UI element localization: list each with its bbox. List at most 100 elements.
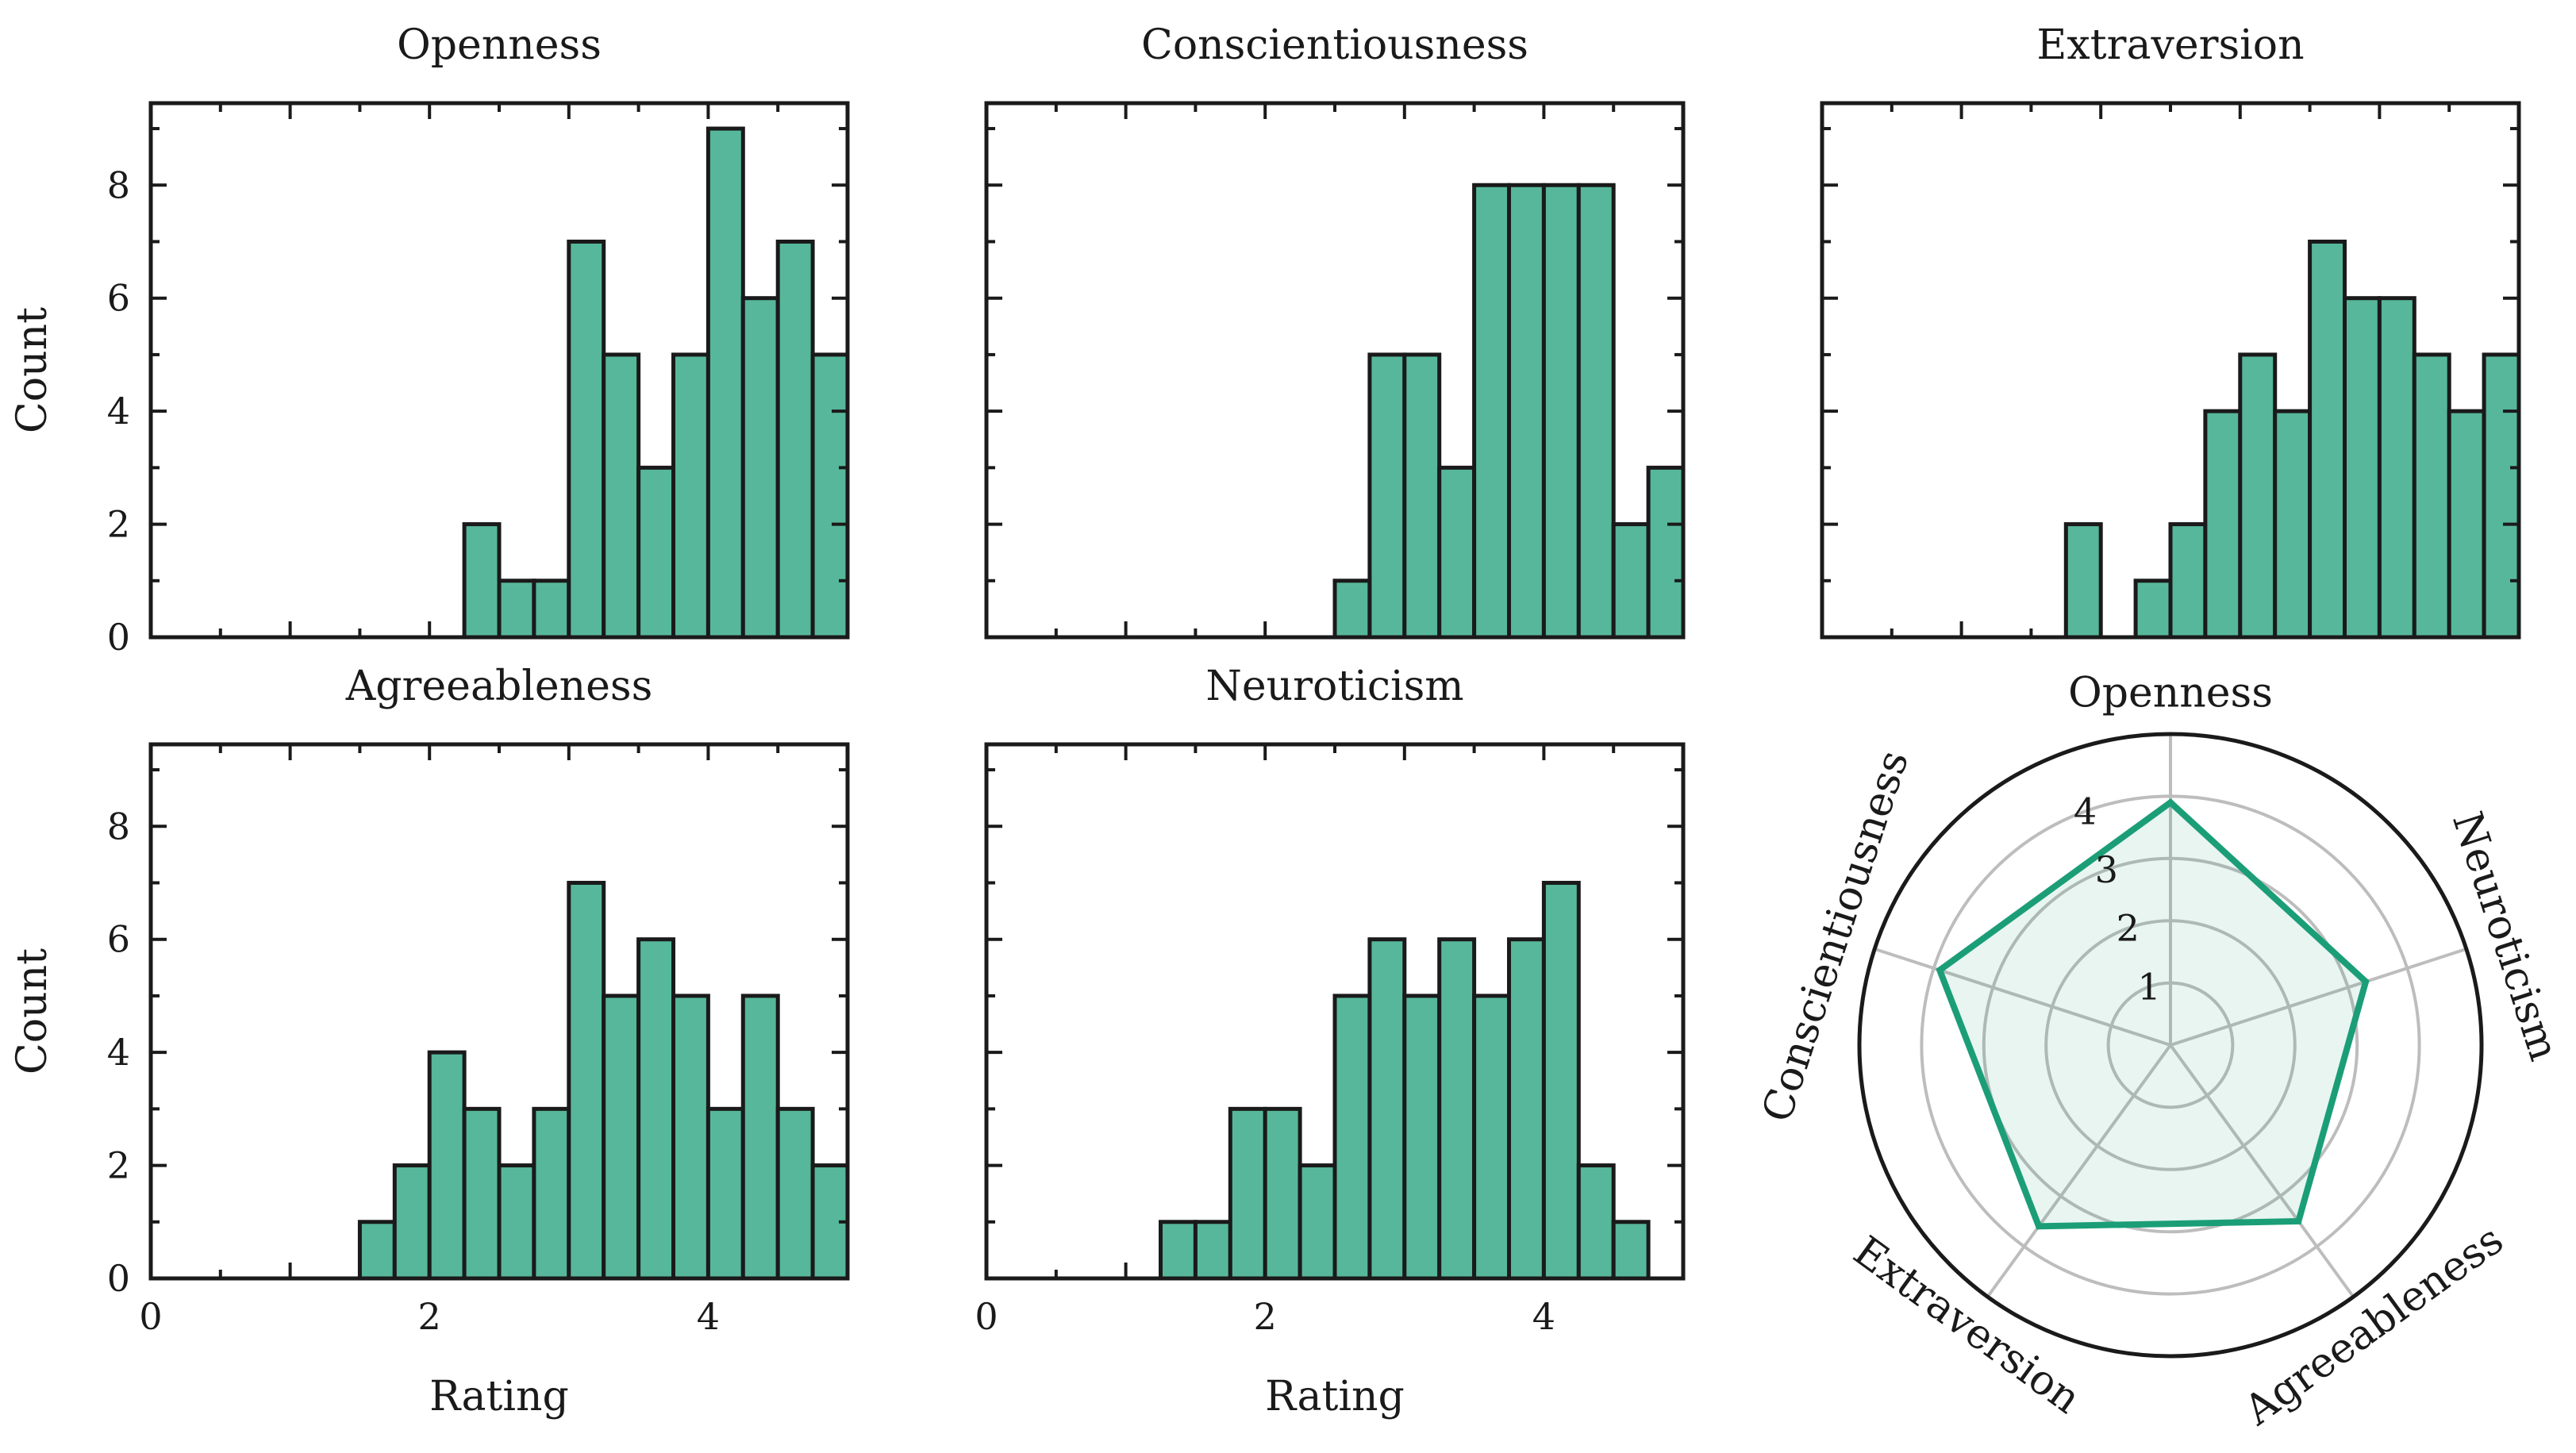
extraversion-histogram: Extraversion [1820,21,2521,640]
histogram-bar [2308,239,2347,640]
histogram-bar [1472,994,1511,1281]
x-axis-label: Rating [1265,1373,1405,1420]
histogram-bar [497,579,536,640]
histogram-bar [1298,1163,1337,1281]
histogram-bar [2447,409,2486,640]
y-tick-label: 0 [107,616,130,659]
histogram-bar [1576,183,1616,640]
y-tick-label: 2 [107,503,130,546]
y-tick-label: 4 [107,1031,130,1074]
y-tick-label: 0 [107,1257,130,1300]
histogram-bar [462,522,502,640]
histogram-bar [1193,1220,1232,1281]
radar-category-label: Extraversion [1844,1228,2089,1424]
histogram-bar [567,239,606,640]
histogram-bar [775,1106,815,1281]
x-tick-label: 4 [1532,1295,1555,1338]
histogram-bar [2343,296,2382,640]
radar-fill-area [1940,802,2366,1227]
y-tick-label: 4 [107,390,130,432]
histogram-bar [2273,409,2313,640]
radar-category-label: Openness [2068,670,2273,717]
histogram-bar [602,994,641,1281]
histogram-bar [636,937,675,1281]
histogram-bar [427,1050,467,1281]
radar-spoke [2170,947,2467,1047]
histogram-bar [1402,994,1442,1281]
x-tick-label: 2 [1254,1295,1277,1338]
openness-histogram: 0 2 4 6 8 Openness Count [9,21,850,659]
histogram-bar [1611,522,1651,640]
histogram-bar [392,1163,432,1281]
histogram-bar [532,1106,571,1281]
histogram-bar [2063,522,2103,640]
y-axis-label: Count [9,307,56,433]
histogram-bar [497,1163,536,1281]
radar-spoke [2169,1044,2355,1298]
chart-title: Neuroticism [1205,663,1463,710]
x-tick-label: 0 [139,1295,162,1338]
y-tick-label: 8 [107,805,130,848]
radial-tick-label: 3 [2095,848,2118,891]
histogram-bar [1367,937,1407,1281]
histogram-bar [567,880,606,1281]
personality-radar-chart: 1234OpennessNeuroticismAgreeablenessExtr… [1753,670,2567,1436]
histogram-bar [706,1106,745,1281]
histogram-bar [1332,994,1372,1281]
histogram-bar [740,296,780,640]
y-axis-label: Count [9,948,56,1074]
agreeableness-histogram: 0 2 4 6 8 0 2 4 Agreeableness Count Rating [9,663,850,1420]
histogram-bar [357,1220,397,1281]
histogram-bar [1332,579,1372,640]
histogram-bar [462,1106,502,1281]
histogram-bar [740,994,780,1281]
x-tick-label: 4 [697,1295,720,1338]
histogram-bar [810,352,850,640]
histogram-bar [1228,1106,1267,1281]
radar-series-line [1936,798,2370,1230]
histogram-bar [775,239,815,640]
histogram-bar [602,352,641,640]
radar-spoke [1986,1044,2172,1298]
histogram-bar [671,994,710,1281]
histogram-bar [1263,1106,1302,1281]
histogram-bar [1402,352,1442,640]
histogram-bar [1646,465,1686,640]
histogram-bar [2203,409,2243,640]
histogram-bar [706,126,745,640]
histogram-bar [2412,352,2451,640]
x-tick-label: 0 [975,1295,998,1338]
histogram-bar [2482,352,2521,640]
radial-tick-label: 2 [2117,907,2140,950]
histogram-bar [1159,1220,1198,1281]
chart-title: Conscientiousness [1141,21,1528,69]
chart-title: Openness [397,21,602,69]
neuroticism-histogram: 0 2 4 Neuroticism Rating [975,663,1686,1420]
conscientiousness-histogram: Conscientiousness [984,21,1686,640]
radar-category-label: Agreeableness [2236,1216,2513,1435]
radar-outer-circle [1857,732,2484,1359]
histogram-bar [1541,880,1581,1281]
histogram-bar [671,352,710,640]
y-tick-label: 2 [107,1144,130,1187]
histogram-bar [1611,1220,1651,1281]
chart-title: Agreeableness [345,663,653,710]
radial-tick-label: 4 [2074,790,2097,832]
histogram-bar [2168,522,2208,640]
histogram-bar [1437,465,1477,640]
histogram-bar [532,579,571,640]
histogram-bar [636,465,675,640]
y-tick-label: 6 [107,918,130,961]
histogram-bar [2377,296,2416,640]
histogram-bar [1541,183,1581,640]
histogram-bar [1367,352,1407,640]
x-tick-label: 2 [418,1295,441,1338]
histogram-bar [1507,183,1546,640]
chart-title: Extraversion [2036,21,2304,69]
histogram-bar [2238,352,2278,640]
y-tick-label: 6 [107,277,130,320]
histogram-bar [1507,937,1546,1281]
histogram-bar [1576,1163,1616,1281]
y-tick-label: 8 [107,163,130,206]
